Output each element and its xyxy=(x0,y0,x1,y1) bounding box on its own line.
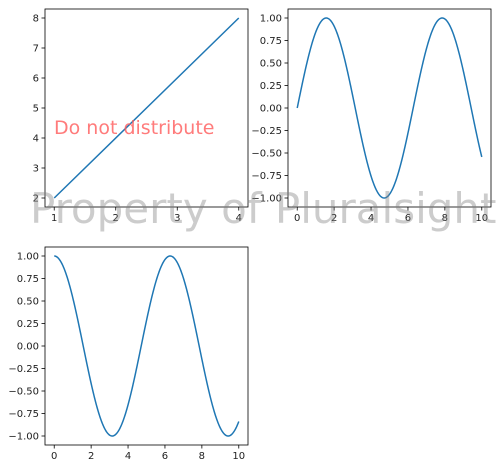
y-tick-label: 0.50 xyxy=(17,297,39,308)
x-tick-label: 0 xyxy=(51,451,57,462)
y-tick-label: 7 xyxy=(33,44,39,55)
series-line xyxy=(54,255,240,437)
y-tick-label: −0.25 xyxy=(8,364,39,375)
y-tick-label: −0.75 xyxy=(251,171,282,182)
y-tick-label: 8 xyxy=(33,14,39,25)
y-tick-label: 0.00 xyxy=(17,342,39,353)
axes-frame xyxy=(287,8,492,208)
y-tick-label: 0.25 xyxy=(260,81,282,92)
x-tick-label: 6 xyxy=(162,451,168,462)
axes-frame xyxy=(44,246,249,446)
series-line xyxy=(296,17,483,199)
y-tick-label: 0.25 xyxy=(17,319,39,330)
series-line xyxy=(53,17,240,199)
x-tick-label: 4 xyxy=(236,213,242,224)
y-tick-label: 2 xyxy=(33,194,39,205)
y-tick-label: 1.00 xyxy=(17,252,39,263)
x-tick-label: 2 xyxy=(113,213,119,224)
x-tick-label: 3 xyxy=(174,213,180,224)
y-tick-label: 0.50 xyxy=(260,59,282,70)
x-tick-label: 6 xyxy=(405,213,411,224)
y-tick-label: 0.75 xyxy=(260,36,282,47)
x-tick-label: 10 xyxy=(232,451,245,462)
y-tick-label: −0.50 xyxy=(8,387,39,398)
y-tick-label: 3 xyxy=(33,164,39,175)
subplot-sine: 0 2 4 6 8 10 −1.00 −0.75 −0.50 −0.25 0.00 0.25 0.50 0… xyxy=(251,8,492,224)
y-tick-label: 4 xyxy=(33,134,39,145)
subplot-linear: 1 2 3 4 2 3 4 5 6 7 8 xyxy=(33,8,249,224)
x-tick-label: 2 xyxy=(88,451,94,462)
y-tick-label: −0.50 xyxy=(251,149,282,160)
y-tick-label: 0.00 xyxy=(260,104,282,115)
x-tick-label: 8 xyxy=(442,213,448,224)
y-tick-label: 1.00 xyxy=(260,14,282,25)
y-tick-label: −1.00 xyxy=(251,194,282,205)
x-tick-label: 4 xyxy=(125,451,131,462)
x-tick-label: 0 xyxy=(294,213,300,224)
y-tick-label: −0.25 xyxy=(251,126,282,137)
x-tick-label: 10 xyxy=(475,213,488,224)
subplot-cosine: 0 2 4 6 8 10 −1.00 −0.75 −0.50 −0.25 0.00 0.25 0.50 0… xyxy=(8,246,249,462)
y-tick-label: −1.00 xyxy=(8,432,39,443)
x-tick-label: 4 xyxy=(368,213,374,224)
y-tick-label: 6 xyxy=(33,74,39,85)
y-tick-label: −0.75 xyxy=(8,409,39,420)
y-tick-label: 0.75 xyxy=(17,274,39,285)
x-tick-label: 2 xyxy=(331,213,337,224)
x-tick-label: 8 xyxy=(199,451,205,462)
x-tick-label: 1 xyxy=(51,213,57,224)
y-tick-label: 5 xyxy=(33,104,39,115)
